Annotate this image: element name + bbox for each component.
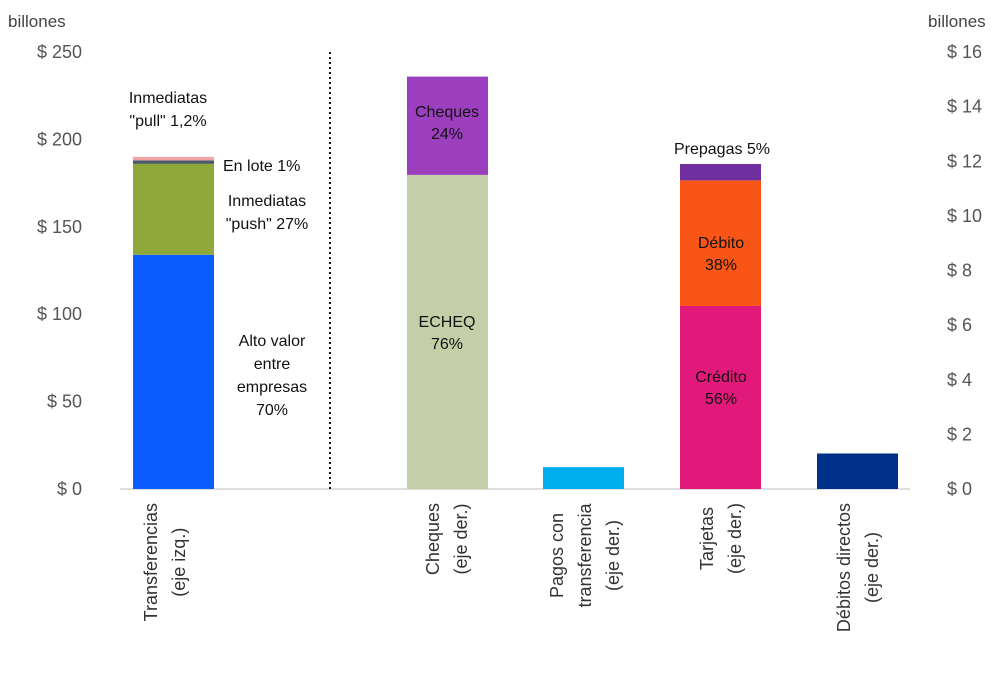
left-tick-label: $ 200 [37, 129, 82, 149]
right-axis-unit: billones [928, 12, 986, 31]
left-axis-unit: billones [8, 12, 66, 31]
category-label: Tarjetas (eje der.) [697, 503, 745, 574]
category-labels: Transferencias (eje izq.) Cheques (eje der.… [141, 503, 882, 633]
segment-label: Crédito 56% [695, 369, 747, 408]
left-axis-ticks: $ 0 $ 50 $ 100 $ 150 $ 200 $ 250 [37, 42, 82, 499]
bar-segment [817, 453, 898, 489]
category-label: Cheques (eje der.) [423, 503, 471, 575]
right-tick-label: $ 14 [947, 97, 982, 117]
bar-segment [133, 160, 214, 164]
right-tick-label: $ 10 [947, 206, 982, 226]
bar-segment [680, 180, 761, 307]
left-tick-label: $ 50 [47, 392, 82, 412]
bar-segment [133, 163, 214, 255]
right-tick-label: $ 12 [947, 151, 982, 171]
segment-label: Inmediatas "pull" 1,2% [129, 90, 207, 130]
left-tick-label: $ 0 [57, 479, 82, 499]
category-label: Débitos directos (eje der.) [834, 503, 882, 632]
segment-label: ECHEQ 76% [419, 314, 476, 353]
segment-label: Prepagas 5% [674, 141, 770, 158]
category-label: Transferencias (eje izq.) [141, 503, 189, 621]
left-tick-label: $ 250 [37, 42, 82, 62]
bar-segment [543, 467, 624, 489]
right-tick-label: $ 4 [947, 370, 972, 390]
segment-label: Cheques 24% [415, 104, 479, 143]
left-tick-label: $ 150 [37, 217, 82, 237]
segment-label: Débito 38% [698, 235, 744, 274]
right-axis-ticks: $ 0 $ 2 $ 4 $ 6 $ 8 $ 10 $ 12 $ 14 $ 16 [947, 42, 982, 499]
right-tick-label: $ 16 [947, 42, 982, 62]
left-tick-label: $ 100 [37, 304, 82, 324]
bar-segment [133, 156, 214, 161]
segment-label: Inmediatas "push" 27% [226, 193, 309, 233]
bars [133, 76, 898, 489]
bar-segment [680, 306, 761, 489]
right-tick-label: $ 8 [947, 261, 972, 281]
segment-labels: Alto valor entre empresas 70% Inmediatas "pus… [129, 90, 770, 419]
bar-segment [680, 163, 761, 181]
segment-label: En lote 1% [223, 158, 300, 175]
bar-segment [407, 76, 488, 175]
right-tick-label: $ 2 [947, 424, 972, 444]
bar-segment [133, 254, 214, 489]
right-tick-label: $ 0 [947, 479, 972, 499]
bar-segment [407, 174, 488, 489]
category-label: Pagos con transferencia (eje der.) [547, 503, 623, 608]
right-tick-label: $ 6 [947, 315, 972, 335]
segment-label: Alto valor entre empresas 70% [237, 333, 307, 419]
